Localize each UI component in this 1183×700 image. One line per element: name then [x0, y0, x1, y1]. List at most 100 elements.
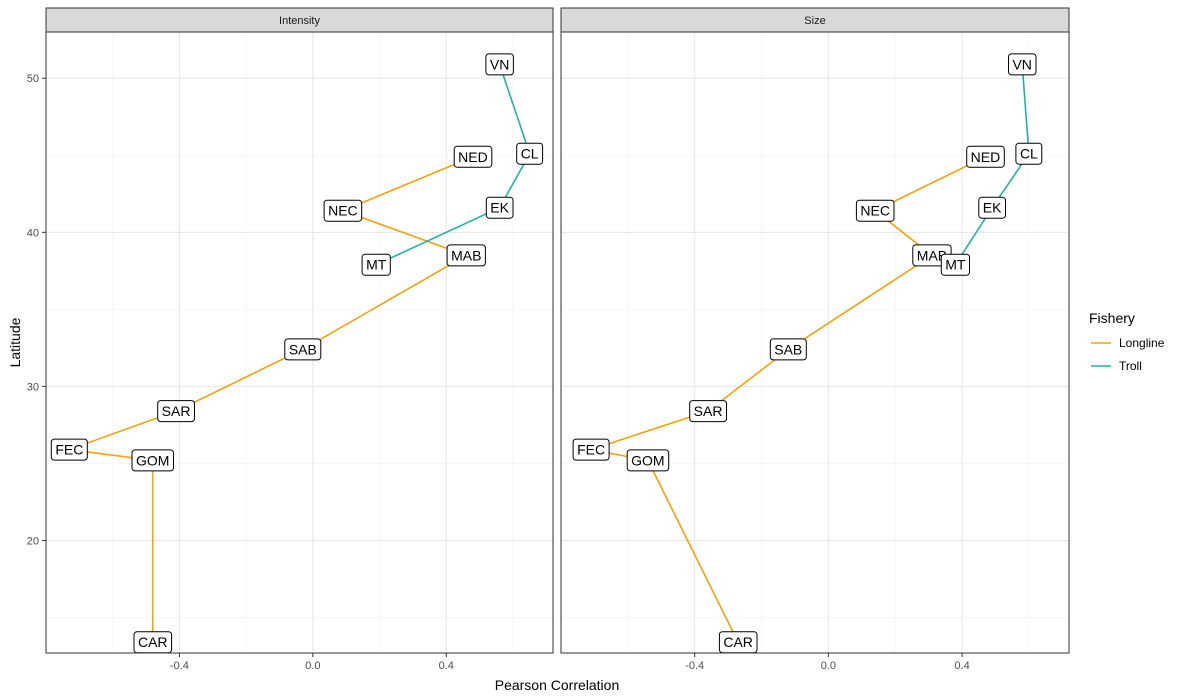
- point-label: SAB: [284, 338, 322, 361]
- legend-item-longline: Longline: [1091, 336, 1165, 350]
- point-label-text: MAB: [917, 247, 947, 263]
- x-tick-label: 0.4: [954, 660, 969, 672]
- legend: Fishery Longline Troll: [1089, 310, 1165, 373]
- point-label: CL: [1015, 142, 1043, 165]
- y-axis: 20 30 40 50: [27, 73, 46, 548]
- point-label: SAB: [769, 338, 807, 361]
- legend-label-troll: Troll: [1119, 359, 1142, 373]
- panel-size-strip: [560, 7, 1070, 33]
- point-label-box: [1015, 142, 1043, 165]
- point-label: MAB: [446, 244, 486, 267]
- point-label-box: [323, 199, 363, 222]
- point-label-text: EK: [490, 200, 509, 216]
- point-label-box: [157, 400, 195, 423]
- point-label-text: SAB: [774, 341, 802, 357]
- point-label: VN: [485, 53, 514, 76]
- point-label: MT: [940, 253, 970, 276]
- point-label-text: FEC: [577, 442, 605, 458]
- point-label-box: [284, 338, 322, 361]
- point-label-box: [940, 253, 970, 276]
- y-axis-title: Latitude: [7, 317, 23, 367]
- x-tick-label: -0.4: [685, 660, 704, 672]
- panel-intensity: Intensity CAR GOM FEC SAR SAB MAB NEC NED MT EK CL…: [45, 7, 554, 654]
- panel-size-border: [560, 31, 1070, 654]
- point-label: EK: [978, 196, 1006, 219]
- point-label-text: NED: [458, 149, 488, 165]
- point-label: NED: [966, 145, 1005, 168]
- point-label: FEC: [50, 438, 88, 461]
- point-label-box: [361, 253, 391, 276]
- panel-size: Size CAR GOM FEC SAR SAB MAB NEC NED MT EK CL VN: [560, 7, 1070, 654]
- point-label-box: [516, 142, 544, 165]
- point-label: GOM: [131, 449, 174, 472]
- point-label: NEC: [855, 199, 895, 222]
- y-tick-label: 50: [27, 73, 39, 85]
- point-label: GOM: [626, 449, 670, 472]
- panel-intensity-strip: [45, 7, 554, 33]
- panel-intensity-title: Intensity: [279, 15, 320, 27]
- point-label-box: [131, 449, 174, 472]
- point-label-text: MT: [945, 257, 966, 273]
- point-label-box: [50, 438, 88, 461]
- point-label-text: CL: [521, 146, 539, 162]
- legend-label-longline: Longline: [1119, 336, 1165, 350]
- point-label: FEC: [572, 438, 610, 461]
- panel-size-labels: CAR GOM FEC SAR SAB MAB NEC NED MT EK CL VN: [572, 53, 1043, 654]
- x-tick-label: 0.0: [821, 660, 836, 672]
- point-label-box: [572, 438, 610, 461]
- point-label: EK: [485, 196, 514, 219]
- y-tick-label: 30: [27, 381, 39, 393]
- point-label-box: [689, 400, 728, 423]
- point-label-box: [453, 145, 493, 168]
- point-label-text: CL: [1020, 146, 1038, 162]
- point-label-box: [626, 449, 670, 472]
- point-label-text: NEC: [328, 203, 358, 219]
- y-tick-label: 40: [27, 227, 39, 239]
- point-label-text: NED: [971, 149, 1001, 165]
- point-label: CL: [516, 142, 544, 165]
- panel-intensity-labels: CAR GOM FEC SAR SAB MAB NEC NED MT EK CL VN: [50, 53, 544, 654]
- point-label-box: [855, 199, 895, 222]
- point-label: NEC: [323, 199, 363, 222]
- panel-intensity-grid: [46, 32, 553, 653]
- legend-item-troll: Troll: [1091, 359, 1142, 373]
- point-label-text: SAR: [162, 403, 191, 419]
- x-tick-label: 0.4: [439, 660, 454, 672]
- point-label: MT: [361, 253, 391, 276]
- point-label-box: [446, 244, 486, 267]
- point-label-text: NEC: [860, 203, 890, 219]
- panel-size-grid: [561, 32, 1069, 653]
- point-label: NED: [453, 145, 493, 168]
- point-label: SAR: [689, 400, 728, 423]
- point-label: CAR: [718, 631, 758, 654]
- point-label-box: [485, 53, 514, 76]
- point-label-box: [485, 196, 514, 219]
- series-line-troll: [954, 64, 1030, 266]
- point-label-text: VN: [490, 56, 509, 72]
- point-label-box: [966, 145, 1005, 168]
- series-line-troll: [375, 64, 531, 266]
- panel-intensity-border: [45, 31, 554, 654]
- point-label-text: EK: [983, 200, 1002, 216]
- panel-size-background: [561, 32, 1069, 653]
- panel-size-title: Size: [804, 15, 825, 27]
- point-label-text: SAR: [694, 403, 723, 419]
- point-label-text: GOM: [136, 452, 169, 468]
- point-label-box: [978, 196, 1006, 219]
- point-label-box: [1008, 53, 1037, 76]
- point-label-text: CAR: [723, 634, 753, 650]
- point-label: CAR: [133, 631, 173, 654]
- x-axis: -0.4 0.0 0.4 -0.4 0.0 0.4: [170, 653, 970, 672]
- point-label-text: CAR: [138, 634, 168, 650]
- point-label-text: SAB: [289, 341, 317, 357]
- point-label-text: MAB: [451, 247, 481, 263]
- x-axis-title: Pearson Correlation: [495, 677, 620, 693]
- point-label-text: GOM: [631, 452, 664, 468]
- legend-title: Fishery: [1089, 310, 1135, 326]
- point-label: VN: [1008, 53, 1037, 76]
- point-label: SAR: [157, 400, 195, 423]
- point-label-text: MT: [366, 257, 387, 273]
- point-label-box: [769, 338, 807, 361]
- point-label-text: FEC: [55, 442, 83, 458]
